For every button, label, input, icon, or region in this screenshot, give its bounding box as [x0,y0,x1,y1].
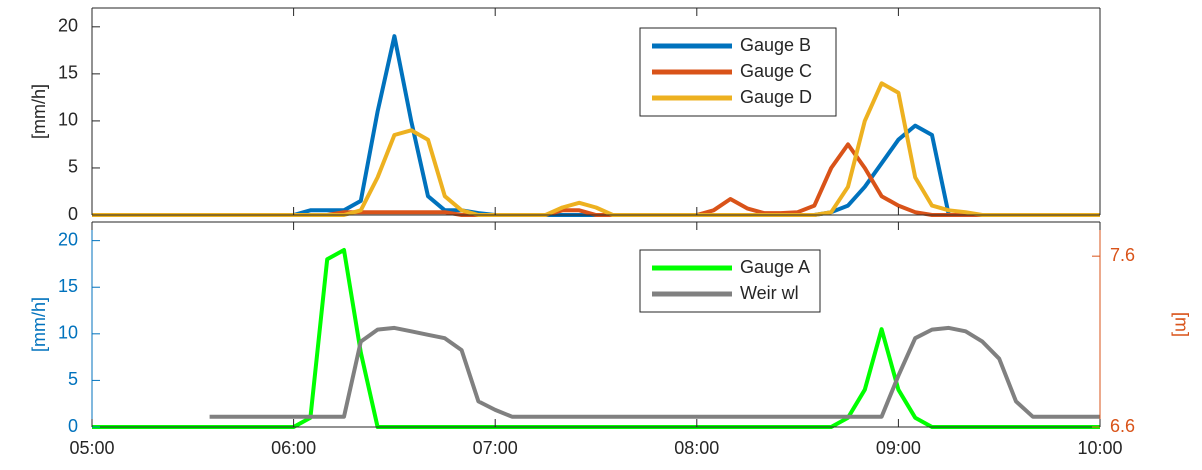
y-axis-label: [mm/h] [29,84,49,139]
series-line [92,142,1100,217]
x-tick-label: 05:00 [69,438,114,458]
legend-label: Gauge B [740,35,811,55]
y-tick-label: 20 [58,16,78,36]
legend-label: Weir wl [740,283,799,303]
y-tick-label: 0 [68,416,78,436]
y-tick-label: 5 [68,157,78,177]
y-tick-label: 10 [58,323,78,343]
y2-tick-label: 6.6 [1110,416,1135,436]
y-tick-label: 20 [58,229,78,249]
x-tick-label: 08:00 [674,438,719,458]
legend-label: Gauge A [740,257,810,277]
y-tick-label: 10 [58,110,78,130]
x-tick-label: 06:00 [271,438,316,458]
legend-label: Gauge C [740,61,812,81]
x-tick-label: 09:00 [876,438,921,458]
y2-tick-label: 7.6 [1110,245,1135,265]
legend-label: Gauge D [740,87,812,107]
series-line [92,81,1100,217]
y-tick-label: 15 [58,276,78,296]
y2-axis-label: [m] [1171,312,1191,337]
y-tick-label: 5 [68,369,78,389]
series-line [209,325,1100,419]
y-tick-label: 0 [68,204,78,224]
series-line [92,248,1100,429]
x-tick-label: 07:00 [473,438,518,458]
x-tick-label: 10:00 [1077,438,1122,458]
y-axis-label: [mm/h] [29,297,49,352]
legend-box [639,249,821,313]
y-tick-label: 15 [58,63,78,83]
series-line [92,34,1100,217]
